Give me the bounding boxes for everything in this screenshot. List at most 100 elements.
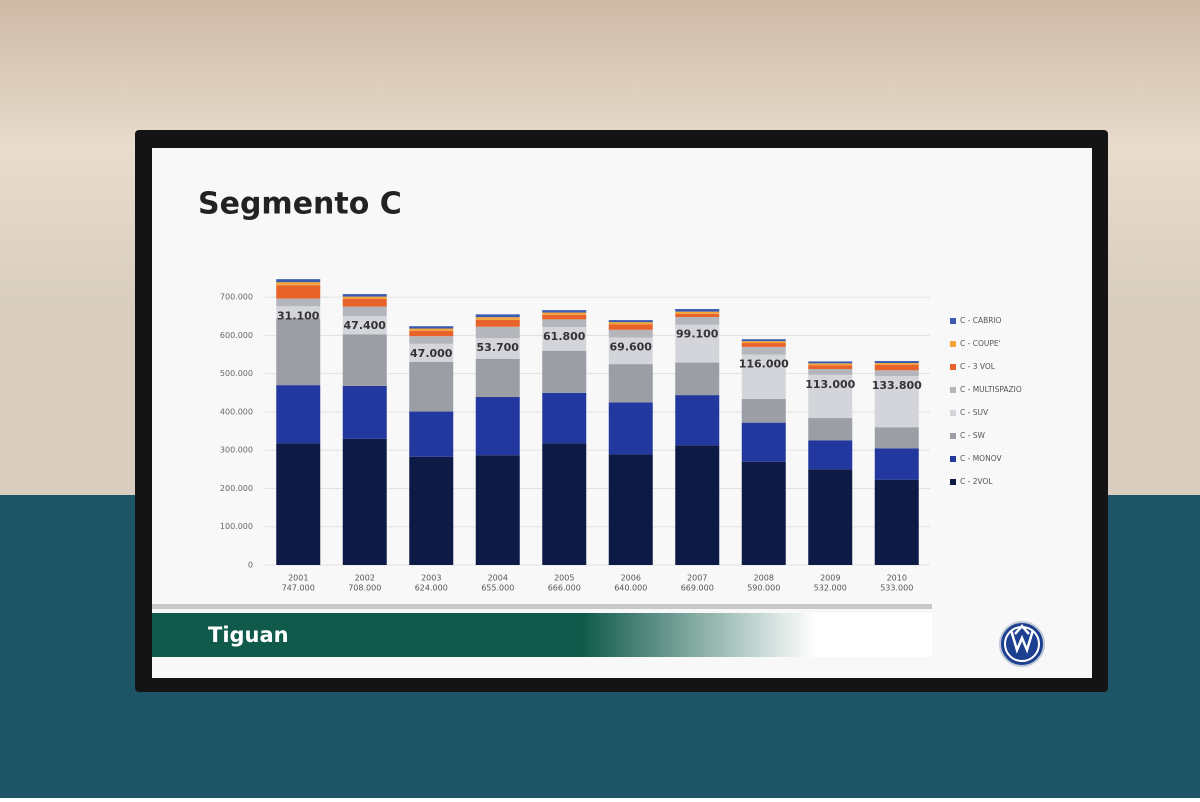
bar-segment bbox=[475, 317, 520, 320]
category-total: 708.000 bbox=[348, 584, 381, 593]
banner bbox=[152, 613, 932, 657]
vw-logo bbox=[999, 621, 1045, 667]
bar-segment bbox=[342, 298, 387, 307]
y-tick-label: 300.000 bbox=[220, 446, 253, 455]
bar-segment bbox=[874, 448, 919, 480]
legend-label: C - SW bbox=[960, 431, 985, 440]
y-tick-label: 100.000 bbox=[220, 522, 253, 531]
bar-segment bbox=[276, 306, 321, 319]
bar-segment bbox=[874, 363, 919, 365]
value-label: 116.000 bbox=[739, 358, 789, 371]
bar-segment bbox=[409, 336, 454, 344]
bar-segment bbox=[675, 324, 720, 363]
bar-segment bbox=[874, 361, 919, 364]
bar-segment bbox=[741, 398, 786, 423]
bar-segment bbox=[741, 354, 786, 399]
bar-segment bbox=[675, 311, 720, 314]
bar-segment bbox=[475, 455, 520, 565]
bar-segment bbox=[342, 306, 387, 317]
bar-segment bbox=[409, 361, 454, 412]
legend-swatch bbox=[950, 479, 956, 485]
bar-segment bbox=[342, 296, 387, 299]
legend-label: C - SUV bbox=[960, 408, 989, 417]
x-tick-label: 2003 bbox=[421, 574, 441, 583]
bar-segment bbox=[741, 422, 786, 462]
bar-segment bbox=[342, 334, 387, 386]
bar-segment bbox=[808, 365, 853, 370]
legend-swatch bbox=[950, 364, 956, 370]
bar-segment bbox=[342, 385, 387, 439]
bar-segment bbox=[409, 326, 454, 329]
legend-label: C - 3 VOL bbox=[960, 362, 996, 371]
bar-segment bbox=[741, 341, 786, 344]
bar-segment bbox=[808, 440, 853, 470]
x-tick-label: 2005 bbox=[554, 574, 574, 583]
bar-segment bbox=[808, 369, 853, 375]
legend-swatch bbox=[950, 456, 956, 462]
value-label: 53.700 bbox=[477, 341, 520, 354]
legend-label: C - MULTISPAZIO bbox=[960, 385, 1022, 394]
category-total: 655.000 bbox=[481, 584, 514, 593]
bar-segment bbox=[874, 479, 919, 565]
bar-segment bbox=[675, 362, 720, 396]
x-tick-label: 2002 bbox=[355, 574, 375, 583]
x-tick-label: 2006 bbox=[621, 574, 641, 583]
bar-segment bbox=[409, 411, 454, 457]
bar-segment bbox=[608, 402, 653, 455]
bar-segment bbox=[475, 326, 520, 339]
bar-segment bbox=[276, 443, 321, 565]
value-label: 113.000 bbox=[805, 378, 855, 391]
bar-segment bbox=[276, 298, 321, 307]
bar-segment bbox=[741, 339, 786, 342]
bar-segment bbox=[475, 338, 520, 359]
legend-swatch bbox=[950, 341, 956, 347]
x-tick-label: 2001 bbox=[288, 574, 308, 583]
bar-segment bbox=[608, 364, 653, 403]
y-tick-label: 700.000 bbox=[220, 293, 253, 302]
value-label: 61.800 bbox=[543, 330, 586, 343]
bar-segment bbox=[808, 418, 853, 441]
x-tick-label: 2008 bbox=[754, 574, 774, 583]
category-total: 590.000 bbox=[747, 584, 780, 593]
bar-segment bbox=[342, 316, 387, 335]
x-tick-label: 2010 bbox=[887, 574, 907, 583]
category-total: 640.000 bbox=[614, 584, 647, 593]
bar-segment bbox=[542, 312, 587, 315]
bar-segment bbox=[741, 343, 786, 347]
value-label: 47.400 bbox=[344, 319, 387, 332]
legend-label: C - COUPE' bbox=[960, 339, 1001, 348]
bar-segment bbox=[874, 427, 919, 449]
bar-segment bbox=[675, 308, 720, 312]
value-label: 47.000 bbox=[410, 347, 453, 360]
bar-segment bbox=[542, 443, 587, 565]
category-total: 532.000 bbox=[814, 584, 847, 593]
x-tick-label: 2007 bbox=[687, 574, 707, 583]
bar-segment bbox=[608, 454, 653, 565]
bar-segment bbox=[276, 285, 321, 299]
category-total: 624.000 bbox=[415, 584, 448, 593]
chart-title: Segmento C bbox=[198, 187, 402, 222]
bar-segment bbox=[542, 319, 587, 328]
bar-segment bbox=[542, 392, 587, 444]
bar-segment bbox=[542, 327, 587, 351]
bar-segment bbox=[608, 329, 653, 338]
category-total: 747.000 bbox=[282, 584, 315, 593]
bar-segment bbox=[475, 314, 520, 318]
legend-label: C - MONOV bbox=[960, 454, 1002, 463]
category-total: 669.000 bbox=[681, 584, 714, 593]
legend-swatch bbox=[950, 410, 956, 416]
y-tick-label: 500.000 bbox=[220, 369, 253, 378]
category-total: 533.000 bbox=[880, 584, 913, 593]
bar-segment bbox=[608, 337, 653, 365]
bar-segment bbox=[342, 294, 387, 297]
bar-segment bbox=[409, 328, 454, 331]
bar-segment bbox=[409, 456, 454, 565]
value-label: 69.600 bbox=[610, 340, 653, 353]
bar-segment bbox=[542, 314, 587, 320]
bar-segment bbox=[741, 346, 786, 355]
legend-swatch bbox=[950, 387, 956, 393]
bar-segment bbox=[475, 358, 520, 398]
bar-segment bbox=[608, 324, 653, 330]
bar-segment bbox=[808, 469, 853, 565]
